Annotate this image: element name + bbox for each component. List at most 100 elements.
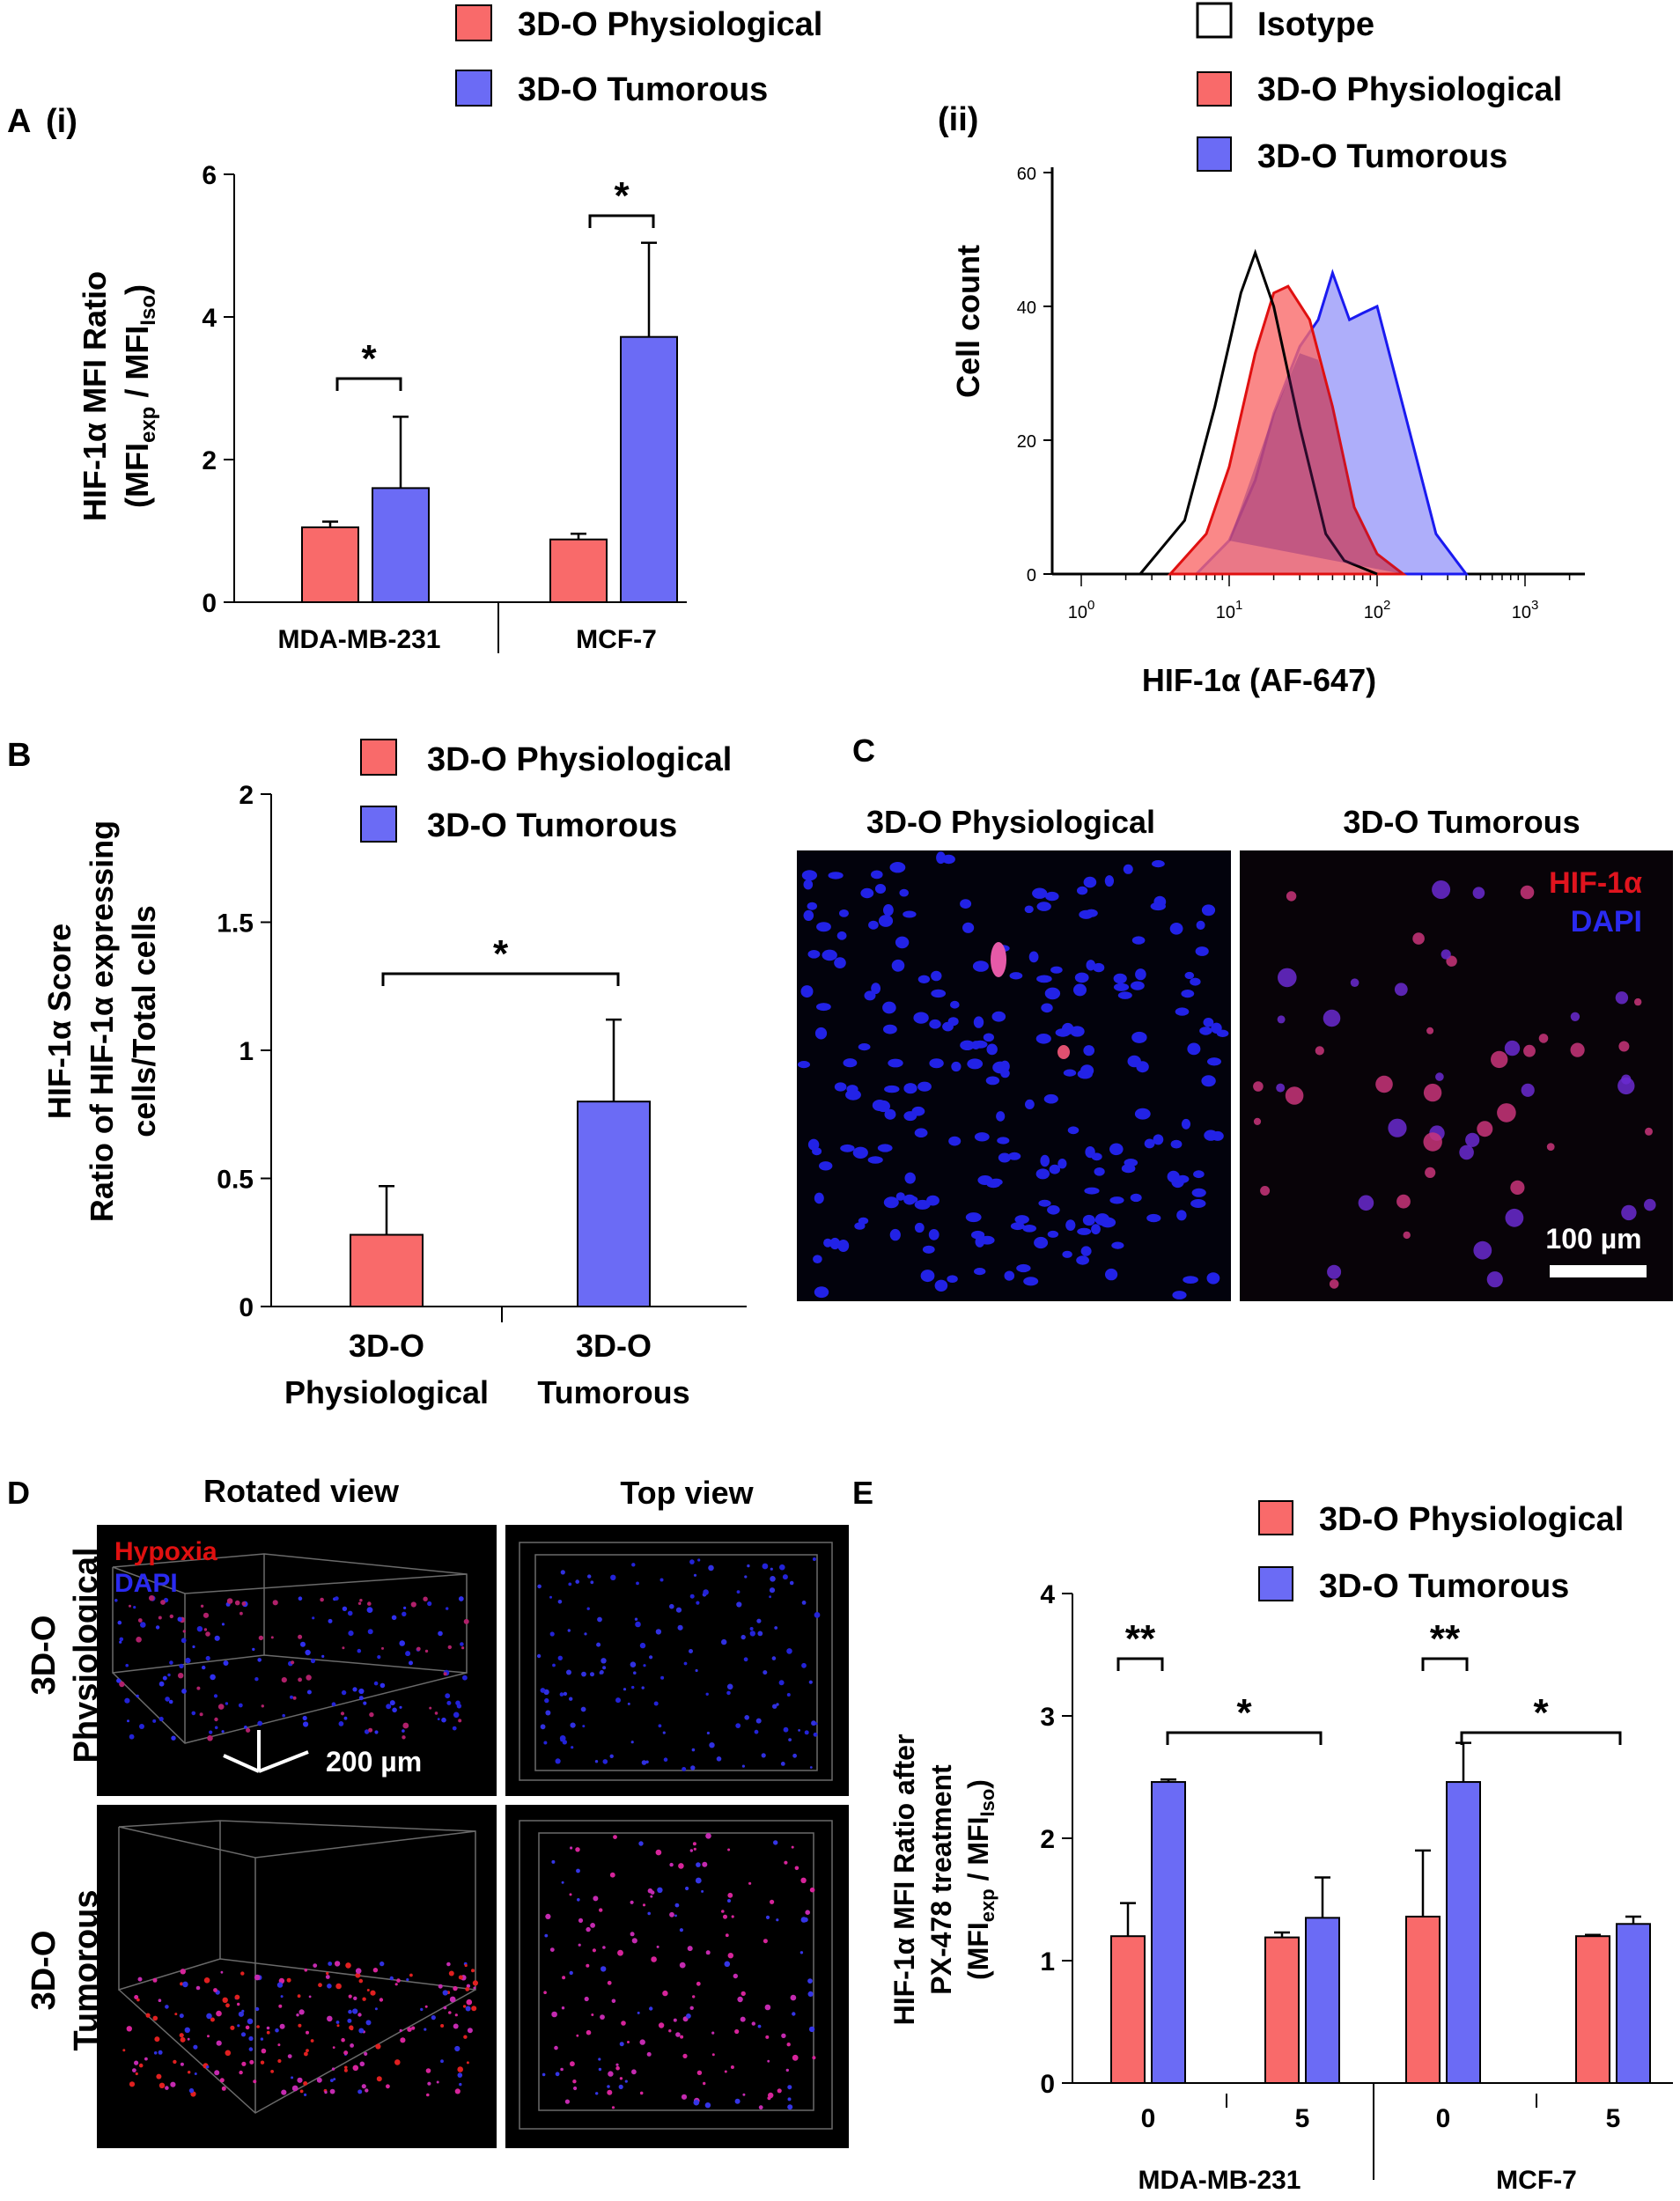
e-significance-3-label: * [1533, 1691, 1549, 1734]
nucleus-dot [914, 1222, 925, 1233]
d-top-tum-dot [637, 2011, 640, 2014]
d-top-phys-dot [599, 1671, 603, 1675]
hif-dapi-cell [1505, 1208, 1524, 1227]
micrograph-c-title-left: 3D-O Physiological [866, 804, 1155, 840]
panel-label-a-ii: (ii) [938, 101, 978, 138]
d-rotated-tum-dot [453, 1985, 458, 1991]
d-top-phys-dot [630, 1741, 634, 1744]
d-top-tum-dot [705, 1833, 711, 1839]
d-top-tum-dot [674, 1914, 677, 1918]
nucleus-dot [1094, 1167, 1105, 1176]
d-rotated-tum-dot [348, 1994, 352, 1999]
d-top-tum-dot [631, 1938, 637, 1944]
hif-dapi-cell [1394, 983, 1408, 997]
d-top-phys-dot [771, 1656, 777, 1660]
d-rotated-tum-dot [179, 2013, 184, 2019]
d-top-tum-dot [627, 2041, 630, 2043]
d-rotated-phys-dot [437, 1718, 440, 1720]
panel-label-a: A [7, 103, 31, 140]
d-top-tum-dot [586, 1926, 591, 1932]
d-rotated-phys-dot [447, 1645, 452, 1650]
d-rotated-phys-dot [203, 1628, 208, 1631]
nucleus-dot [839, 909, 849, 917]
hif-dapi-cell [1459, 1145, 1474, 1160]
d-top-tum-dot [687, 1946, 693, 1952]
d-rotated-tum-dot [440, 2024, 445, 2028]
d-top-tum-dot [593, 1896, 599, 1902]
d-rotated-phys-dot [155, 1625, 160, 1630]
d-rotated-tum-dot [353, 1996, 357, 2000]
d-rotated-tum-dot [362, 1997, 366, 2001]
nucleus-dot [1082, 1214, 1095, 1226]
nucleus-dot [1104, 875, 1114, 887]
a-i-y-tick-label: 4 [202, 304, 217, 333]
nucleus-dot [1091, 1224, 1101, 1235]
e-y-tick-label: 3 [1040, 1703, 1055, 1732]
nucleus-dot [931, 989, 947, 998]
d-top-tum-dot [751, 2021, 755, 2026]
d-rotated-tum-dot [277, 2043, 281, 2047]
e-significance-1-label: * [1236, 1691, 1252, 1734]
d-rotated-tum-dot [184, 2027, 190, 2033]
e-y-tick-label: 0 [1040, 2070, 1055, 2099]
d-rotated-phys-dot [429, 1706, 432, 1710]
d-top-tum-dot [586, 1963, 590, 1968]
hif-dapi-cell [1423, 1132, 1442, 1152]
d-rotated-tum-dot [343, 2050, 349, 2056]
d-top-tum-dot [601, 1966, 607, 1972]
d-rotated-phys-dot [402, 1729, 405, 1733]
d-top-phys-dot [772, 1704, 777, 1709]
d-top-tum-dot [723, 1914, 727, 1919]
d-top-phys-dot [580, 1706, 586, 1712]
d-rotated-phys-dot [139, 1724, 144, 1729]
d-top-tum-dot [790, 1994, 797, 2001]
d-top-tum-dot [776, 1918, 779, 1922]
d-rotated-phys-dot [458, 1596, 464, 1601]
d-rotated-phys-dot [357, 1601, 362, 1606]
hif-dapi-cell [1253, 1117, 1262, 1125]
d-rotated-phys-dot [213, 1694, 218, 1698]
d-top-tum-dot [647, 1911, 651, 1916]
d-top-tum-dot [595, 2092, 599, 2095]
d-top-tum-dot [787, 2104, 793, 2110]
d-rotated-phys-dot [357, 1648, 362, 1653]
d-rotated-tum-dot [409, 1973, 413, 1977]
d-top-phys-dot [693, 1573, 697, 1577]
d-top-tum-dot [655, 1849, 662, 1856]
d-rotated-tum-dot [180, 1969, 186, 1975]
hif-dapi-cell [1486, 1271, 1503, 1288]
d-top-tum-dot [680, 2035, 684, 2039]
d-rotated-tum-dot [396, 1978, 401, 1983]
nucleus-dot [895, 1192, 905, 1201]
d-rotated-tum-dot [216, 2040, 222, 2046]
d-rotated-tum-dot [137, 1976, 143, 1982]
hif-dapi-cell [1358, 1195, 1374, 1211]
b-y-tick-label: 0.5 [217, 1166, 254, 1195]
nucleus-dot [965, 1212, 982, 1223]
micrograph-d-scale-axes [223, 1730, 309, 1773]
d-top-phys-dot [769, 1587, 776, 1594]
e-bar-tumorous-3 [1616, 1923, 1651, 2085]
d-rotated-tum-dot [152, 2015, 158, 2021]
d-rotated-phys-dot [424, 1649, 429, 1653]
d-top-tum-dot [609, 1872, 615, 1878]
d-top-phys-dot [571, 1746, 574, 1749]
nucleus-dot [1195, 946, 1209, 956]
d-top-phys-dot [682, 1767, 687, 1771]
d-rotated-tum-dot [220, 1970, 224, 1974]
hif-dapi-cell [1521, 1083, 1535, 1097]
nucleus-dot [1181, 990, 1195, 998]
d-top-tum-dot [608, 2071, 614, 2077]
d-top-tum-dot [721, 1910, 725, 1913]
nucleus-dot [1113, 983, 1130, 991]
d-top-tum-dot [656, 1945, 659, 1948]
d-top-phys-dot [557, 1655, 563, 1661]
d-rotated-tum-dot [341, 2037, 345, 2043]
d-rotated-tum-dot [253, 2080, 257, 2084]
d-top-phys-dot [675, 1607, 682, 1613]
d-rotated-phys-dot [124, 1697, 130, 1704]
d-rotated-phys-dot [116, 1678, 122, 1683]
d-top-tum-dot [734, 2098, 741, 2104]
d-rotated-tum-dot [277, 2058, 282, 2064]
